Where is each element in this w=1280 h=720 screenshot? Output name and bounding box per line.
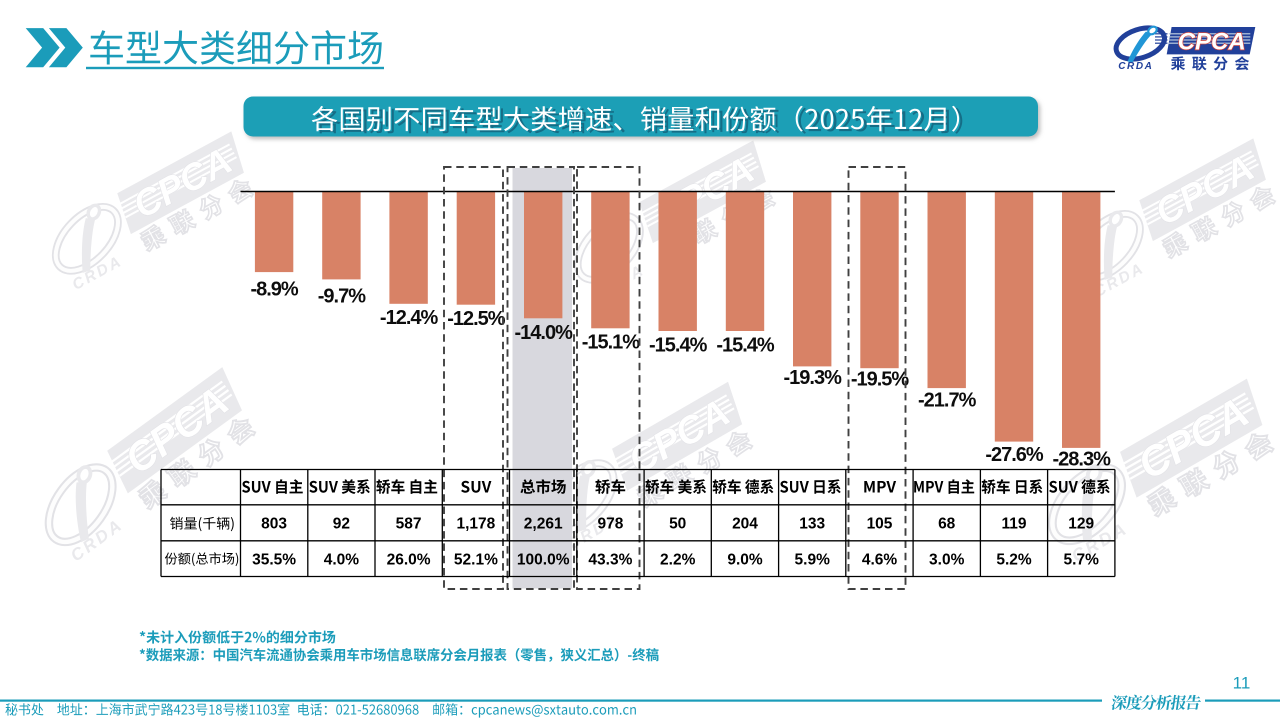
svg-text:5.9%: 5.9% <box>795 552 831 569</box>
svg-text:52.1%: 52.1% <box>454 552 498 569</box>
svg-text:-21.7%: -21.7% <box>918 389 977 411</box>
svg-text:587: 587 <box>396 516 422 533</box>
svg-text:92: 92 <box>333 516 350 533</box>
svg-text:-14.0%: -14.0% <box>515 322 574 344</box>
svg-text:5.7%: 5.7% <box>1064 552 1100 569</box>
svg-text:-8.9%: -8.9% <box>250 278 298 300</box>
svg-text:133: 133 <box>799 516 825 533</box>
svg-text:4.0%: 4.0% <box>324 552 360 569</box>
svg-text:803: 803 <box>261 516 287 533</box>
svg-text:-15.4%: -15.4% <box>716 334 775 356</box>
svg-text:9.0%: 9.0% <box>727 552 763 569</box>
svg-text:35.5%: 35.5% <box>252 552 296 569</box>
svg-text:26.0%: 26.0% <box>387 552 431 569</box>
svg-text:-27.6%: -27.6% <box>985 444 1044 466</box>
svg-text:5.2%: 5.2% <box>996 552 1032 569</box>
svg-text:1,178: 1,178 <box>457 516 496 533</box>
svg-text:-19.3%: -19.3% <box>784 367 843 389</box>
svg-text:-12.5%: -12.5% <box>447 308 506 330</box>
svg-text:3.0%: 3.0% <box>929 552 965 569</box>
svg-text:-9.7%: -9.7% <box>318 286 366 308</box>
svg-text:-12.4%: -12.4% <box>380 307 439 329</box>
svg-text:204: 204 <box>732 516 758 533</box>
svg-text:2.2%: 2.2% <box>660 552 696 569</box>
svg-text:978: 978 <box>597 516 623 533</box>
svg-text:CRDA: CRDA <box>1118 61 1153 72</box>
svg-text:-19.5%: -19.5% <box>851 369 910 391</box>
svg-text:CPCA: CPCA <box>1178 28 1246 55</box>
svg-text:50: 50 <box>669 516 686 533</box>
svg-text:2,261: 2,261 <box>524 516 563 533</box>
svg-text:11: 11 <box>1233 674 1251 693</box>
svg-text:68: 68 <box>938 516 956 533</box>
svg-text:-15.4%: -15.4% <box>649 334 708 356</box>
svg-text:100.0%: 100.0% <box>517 552 570 569</box>
svg-text:-15.1%: -15.1% <box>582 332 641 354</box>
svg-text:-28.3%: -28.3% <box>1053 449 1112 471</box>
svg-text:4.6%: 4.6% <box>862 552 898 569</box>
svg-text:105: 105 <box>867 516 893 533</box>
svg-text:43.3%: 43.3% <box>588 552 632 569</box>
svg-text:129: 129 <box>1068 516 1094 533</box>
svg-text:119: 119 <box>1001 516 1026 533</box>
